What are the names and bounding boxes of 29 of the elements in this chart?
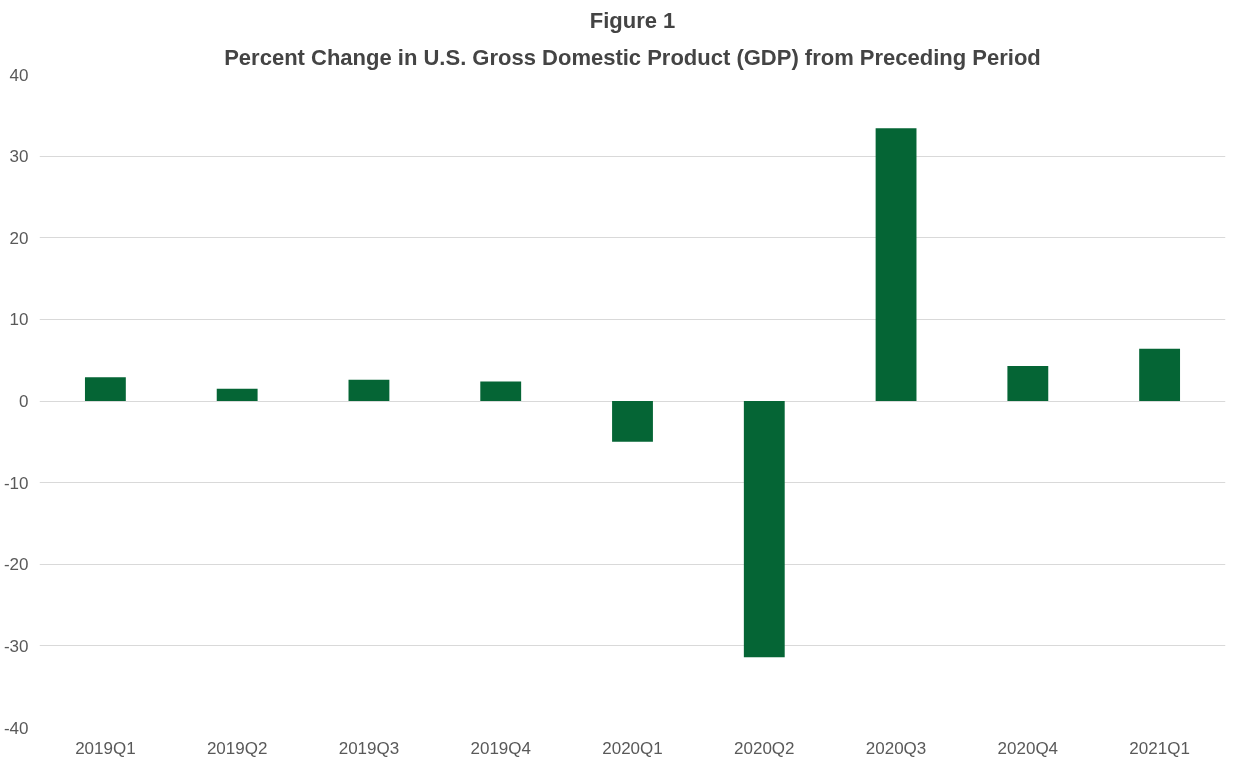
bar [612, 401, 653, 442]
bar [480, 381, 522, 401]
x-tick-label: 2020Q3 [865, 738, 927, 758]
y-tick-label: 20 [9, 228, 29, 248]
chart-subtitle: Percent Change in U.S. Gross Domestic Product (GDP) from Preceding Period [224, 44, 1041, 70]
y-tick-label: -10 [3, 473, 29, 493]
bar [216, 388, 258, 401]
y-tick-label: -20 [3, 555, 29, 575]
y-tick-label: 40 [9, 65, 29, 85]
bar [1139, 348, 1181, 401]
y-tick-label: -40 [3, 718, 29, 738]
bar [348, 379, 390, 401]
chart-title: Figure 1 [589, 7, 676, 33]
x-tick-label: 2019Q4 [470, 738, 531, 758]
y-tick-label: 0 [19, 392, 29, 411]
y-tick-label: 30 [9, 147, 29, 167]
x-tick-label: 2019Q2 [206, 738, 268, 758]
bar [743, 401, 785, 658]
bar [84, 377, 126, 401]
bar [875, 128, 917, 401]
x-tick-label: 2020Q4 [997, 738, 1059, 758]
x-tick-label: 2020Q1 [602, 738, 663, 758]
bar [1007, 365, 1049, 401]
x-tick-label: 2019Q1 [75, 738, 136, 758]
y-tick-label: 10 [9, 310, 29, 330]
y-tick-label: -30 [3, 636, 29, 656]
x-tick-label: 2019Q3 [338, 738, 400, 758]
x-tick-label: 2020Q2 [734, 738, 795, 758]
x-tick-label: 2021Q1 [1129, 738, 1190, 758]
